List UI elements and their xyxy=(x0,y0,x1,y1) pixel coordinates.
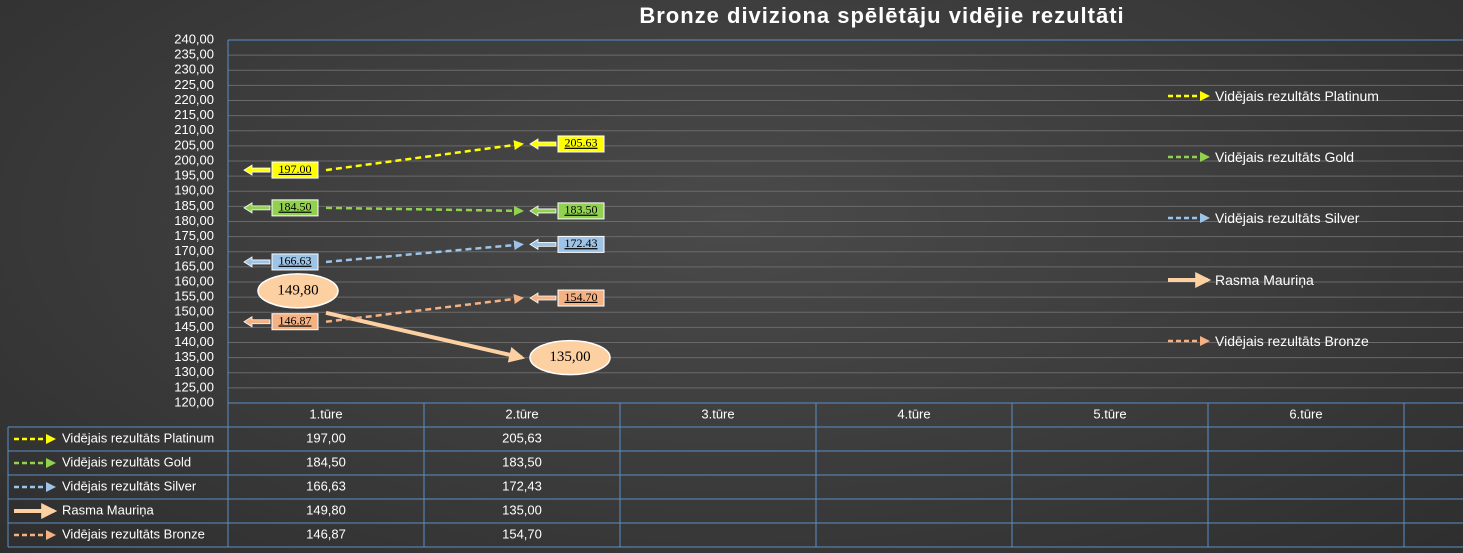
data-label: 146.87 xyxy=(279,313,312,327)
data-label-box xyxy=(557,289,605,307)
series-line xyxy=(325,140,524,172)
x-tick-label: 4.tūre xyxy=(897,406,930,421)
y-tick-label: 175,00 xyxy=(174,228,214,243)
table-cell: 166,63 xyxy=(306,478,346,493)
data-label-box xyxy=(557,235,605,253)
legend-label: Rasma Mauriņa xyxy=(1215,272,1314,288)
data-label-arrow xyxy=(529,138,557,150)
y-tick-label: 155,00 xyxy=(174,289,214,304)
x-tick-label: 6.tūre xyxy=(1289,406,1322,421)
legend-label: Vidējais rezultāts Silver xyxy=(1215,210,1360,226)
legend-label: Vidējais rezultāts Gold xyxy=(1215,149,1355,165)
y-tick-label: 140,00 xyxy=(174,334,214,349)
data-label-arrow xyxy=(243,202,271,214)
y-tick-label: 135,00 xyxy=(174,349,214,364)
data-label-box xyxy=(557,202,605,220)
data-label: 172.43 xyxy=(565,236,598,250)
data-label: 197.00 xyxy=(279,162,312,176)
y-tick-label: 235,00 xyxy=(174,47,214,62)
data-label-arrow xyxy=(529,238,557,251)
table-row-label: Vidējais rezultāts Platinum xyxy=(62,430,214,445)
data-label-arrow xyxy=(243,256,271,268)
y-tick-label: 180,00 xyxy=(174,213,214,228)
y-tick-label: 170,00 xyxy=(174,243,214,258)
y-tick-label: 225,00 xyxy=(174,77,214,92)
y-tick-label: 240,00 xyxy=(174,31,214,46)
data-label-box xyxy=(271,313,319,331)
table-cell: 197,00 xyxy=(306,430,346,445)
y-tick-label: 215,00 xyxy=(174,107,214,122)
y-tick-label: 230,00 xyxy=(174,62,214,77)
table-cell: 184,50 xyxy=(306,454,346,469)
y-tick-label: 190,00 xyxy=(174,183,214,198)
data-label: 183.50 xyxy=(565,203,598,217)
y-tick-label: 195,00 xyxy=(174,168,214,183)
table-cell: 146,87 xyxy=(306,526,346,541)
table-row-label: Rasma Mauriņa xyxy=(62,502,155,517)
x-tick-label: 2.tūre xyxy=(505,406,538,421)
y-tick-label: 145,00 xyxy=(174,319,214,334)
data-label-box xyxy=(557,135,605,153)
y-tick-label: 220,00 xyxy=(174,92,214,107)
table-cell: 154,70 xyxy=(502,526,542,541)
data-label: 149,80 xyxy=(277,282,318,298)
data-label-arrow xyxy=(529,205,557,217)
y-tick-label: 125,00 xyxy=(174,379,214,394)
data-label: 135,00 xyxy=(549,349,590,365)
table-row-label: Vidējais rezultāts Silver xyxy=(62,478,197,493)
legend-label: Vidējais rezultāts Platinum xyxy=(1215,88,1379,104)
table-cell: 172,43 xyxy=(502,478,542,493)
table-cell: 205,63 xyxy=(502,430,542,445)
data-label-box xyxy=(271,161,319,179)
x-tick-label: 5.tūre xyxy=(1093,406,1126,421)
table-cell: 149,80 xyxy=(306,502,346,517)
y-tick-label: 120,00 xyxy=(174,394,214,409)
data-label: 184.50 xyxy=(279,200,312,214)
data-label-bubble xyxy=(529,339,611,376)
data-label: 154.70 xyxy=(565,290,598,304)
series-line xyxy=(325,310,526,363)
y-tick-label: 200,00 xyxy=(174,152,214,167)
table-row-label: Vidējais rezultāts Bronze xyxy=(62,526,205,541)
legend-label: Vidējais rezultāts Bronze xyxy=(1215,333,1369,349)
data-label-bubble xyxy=(257,273,339,309)
table-row-label: Vidējais rezultāts Gold xyxy=(62,454,191,469)
data-label: 166.63 xyxy=(279,254,312,268)
y-tick-label: 165,00 xyxy=(174,258,214,273)
y-tick-label: 210,00 xyxy=(174,122,214,137)
data-label-arrow xyxy=(243,315,271,328)
y-tick-label: 130,00 xyxy=(174,364,214,379)
table-cell: 135,00 xyxy=(502,502,542,517)
table-cell: 183,50 xyxy=(502,454,542,469)
series-line xyxy=(325,294,524,323)
chart-title: Bronze diviziona spēlētāju vidējie rezul… xyxy=(639,3,1124,28)
y-tick-label: 205,00 xyxy=(174,137,214,152)
data-label-box xyxy=(271,199,319,217)
y-tick-label: 185,00 xyxy=(174,198,214,213)
y-tick-label: 150,00 xyxy=(174,304,214,319)
data-label-arrow xyxy=(243,164,271,176)
series-line xyxy=(325,205,524,216)
data-label-box xyxy=(271,253,319,271)
y-tick-label: 160,00 xyxy=(174,273,214,288)
x-tick-label: 1.tūre xyxy=(309,406,342,421)
series-line xyxy=(325,240,524,264)
data-label-arrow xyxy=(529,292,557,304)
x-tick-label: 3.tūre xyxy=(701,406,734,421)
data-label: 205.63 xyxy=(565,136,598,150)
